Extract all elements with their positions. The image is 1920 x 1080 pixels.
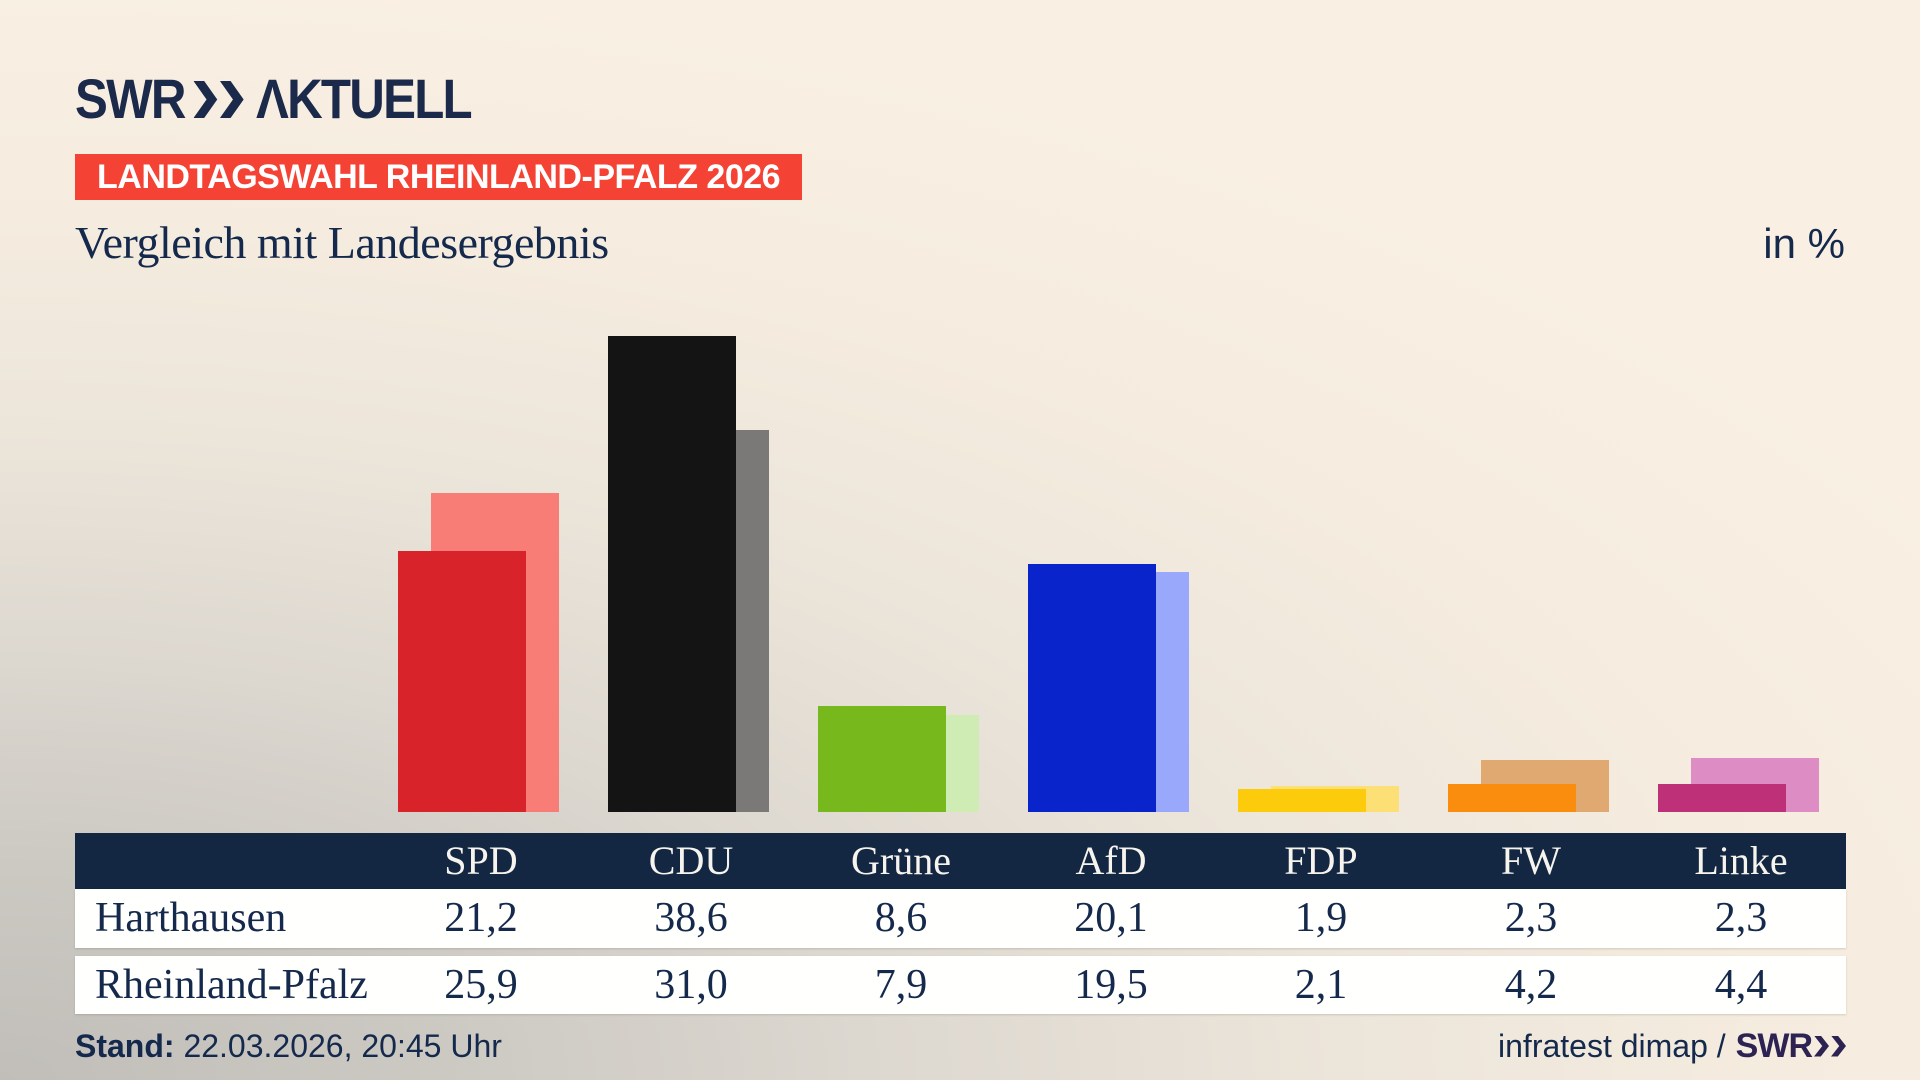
table-row-rheinland-pfalz: Rheinland-Pfalz 25,9 31,0 7,9 19,5 2,1 4,2 4,4	[75, 956, 1846, 1014]
timestamp: Stand: 22.03.2026, 20:45 Uhr	[75, 1028, 502, 1065]
value-rheinland-pfalz-gr-ne: 7,9	[874, 962, 928, 1008]
value-rheinland-pfalz-fdp: 2,1	[1294, 962, 1348, 1008]
column-header-linke: Linke	[1694, 838, 1788, 883]
bar-fw-harthausen	[1448, 784, 1576, 812]
column-header-fw: FW	[1501, 838, 1561, 883]
value-harthausen-fdp: 1,9	[1294, 895, 1348, 941]
table-body: Harthausen 21,2 38,6 8,6 20,1 1,9 2,3 2,3 Rheinl…	[75, 889, 1846, 1014]
bar-cdu-harthausen	[608, 336, 736, 812]
chart-title: Vergleich mit Landesergebnis	[75, 217, 609, 268]
column-header-afd: AfD	[1075, 838, 1147, 883]
value-harthausen-spd: 21,2	[444, 895, 518, 941]
column-header-cdu: CDU	[648, 838, 734, 883]
bar-linke-harthausen	[1658, 784, 1786, 812]
bar-fdp-harthausen	[1238, 789, 1366, 812]
bar-spd-harthausen	[398, 551, 526, 812]
swr-brand-logo: SWR	[1736, 1027, 1846, 1066]
value-rheinland-pfalz-fw: 4,2	[1504, 962, 1558, 1008]
brand-text: SWR	[1735, 1026, 1813, 1065]
timestamp-label: Stand:	[75, 1027, 175, 1064]
swr-aktuell-logo: SWR ΛKTUELL	[75, 66, 473, 131]
value-rheinland-pfalz-afd: 19,5	[1074, 962, 1148, 1008]
title-row: Vergleich mit Landesergebnis in %	[75, 216, 1845, 269]
value-harthausen-fw: 2,3	[1504, 895, 1558, 941]
double-chevron-icon	[193, 81, 244, 118]
bar-afd-harthausen	[1028, 564, 1156, 812]
column-header-gr-ne: Grüne	[851, 838, 951, 883]
table-header-empty-cell	[75, 833, 376, 889]
value-harthausen-linke: 2,3	[1714, 895, 1768, 941]
bar-gr-ne-harthausen	[818, 706, 946, 812]
value-harthausen-gr-ne: 8,6	[874, 895, 928, 941]
value-harthausen-afd: 20,1	[1074, 895, 1148, 941]
column-header-fdp: FDP	[1284, 838, 1358, 883]
election-badge: LANDTAGSWAHL RHEINLAND-PFALZ 2026	[75, 154, 803, 200]
logo-brand-text: SWR	[75, 67, 186, 130]
source-text: infratest dimap /	[1498, 1027, 1726, 1064]
logo-suffix-text: ΛKTUELL	[255, 67, 473, 130]
value-harthausen-cdu: 38,6	[654, 895, 728, 941]
row-label-harthausen: Harthausen	[95, 895, 287, 941]
value-rheinland-pfalz-cdu: 31,0	[654, 962, 728, 1008]
footer: Stand: 22.03.2026, 20:45 Uhr infratest d…	[75, 1022, 1846, 1070]
unit-label: in %	[1763, 220, 1845, 267]
value-rheinland-pfalz-linke: 4,4	[1714, 962, 1768, 1008]
chevron-right-icon	[1831, 1035, 1846, 1057]
bar-chart	[398, 336, 1819, 812]
value-rheinland-pfalz-spd: 25,9	[444, 962, 518, 1008]
table-header-row: SPD CDU Grüne AfD FDP FW Linke	[75, 833, 1846, 889]
column-header-spd: SPD	[444, 838, 518, 883]
table-row-harthausen: Harthausen 21,2 38,6 8,6 20,1 1,9 2,3 2,3	[75, 889, 1846, 948]
result-table: SPD CDU Grüne AfD FDP FW Linke Harthausen 21,2 3…	[75, 833, 1846, 1014]
timestamp-value: 22.03.2026, 20:45 Uhr	[183, 1027, 502, 1064]
row-label-rheinland-pfalz: Rheinland-Pfalz	[95, 962, 368, 1008]
chevron-right-icon	[1814, 1035, 1829, 1057]
source-credit: infratest dimap / SWR	[1498, 1027, 1846, 1066]
